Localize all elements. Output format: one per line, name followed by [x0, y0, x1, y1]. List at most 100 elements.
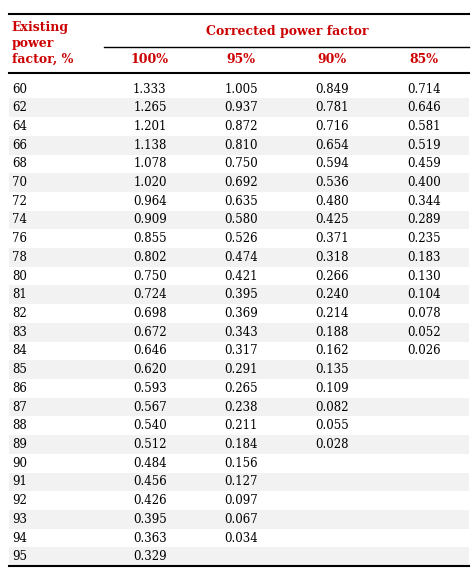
- Text: 0.426: 0.426: [133, 494, 167, 507]
- Text: Existing
power
factor, %: Existing power factor, %: [12, 21, 73, 66]
- Text: 0.371: 0.371: [316, 232, 349, 245]
- Bar: [9, 267, 469, 286]
- Text: 0.127: 0.127: [224, 476, 258, 488]
- Text: 90: 90: [12, 457, 27, 470]
- Bar: [9, 529, 469, 547]
- Text: 80: 80: [12, 270, 27, 283]
- Text: 0.484: 0.484: [133, 457, 167, 470]
- Bar: [9, 136, 469, 155]
- Text: 0.211: 0.211: [225, 419, 258, 432]
- Text: 93: 93: [12, 513, 27, 526]
- Bar: [9, 304, 469, 323]
- Text: 74: 74: [12, 213, 27, 226]
- Text: 0.872: 0.872: [224, 120, 258, 133]
- Text: 1.078: 1.078: [133, 158, 167, 170]
- Text: 0.395: 0.395: [224, 288, 258, 302]
- Text: 0.289: 0.289: [407, 213, 440, 226]
- Text: 0.184: 0.184: [224, 438, 258, 451]
- Bar: [9, 435, 469, 454]
- Text: 0.909: 0.909: [133, 213, 167, 226]
- Text: 83: 83: [12, 326, 27, 339]
- Text: 0.540: 0.540: [133, 419, 167, 432]
- Text: 0.802: 0.802: [133, 251, 167, 264]
- Bar: [9, 547, 469, 566]
- Text: 1.020: 1.020: [133, 176, 167, 189]
- Text: 0.265: 0.265: [224, 382, 258, 395]
- Bar: [9, 473, 469, 491]
- Text: 0.028: 0.028: [316, 438, 349, 451]
- Text: 0.135: 0.135: [316, 363, 349, 376]
- Bar: [9, 98, 469, 117]
- Text: 89: 89: [12, 438, 27, 451]
- Text: 95%: 95%: [227, 53, 255, 66]
- Text: 1.265: 1.265: [133, 101, 167, 114]
- Text: 84: 84: [12, 344, 27, 357]
- Text: 0.646: 0.646: [133, 344, 167, 357]
- Text: 68: 68: [12, 158, 27, 170]
- Text: 0.714: 0.714: [407, 83, 440, 96]
- Bar: [9, 173, 469, 192]
- Text: 0.421: 0.421: [224, 270, 258, 283]
- Text: 0.067: 0.067: [224, 513, 258, 526]
- Bar: [9, 248, 469, 267]
- Text: 0.512: 0.512: [133, 438, 167, 451]
- Bar: [9, 192, 469, 211]
- Text: 0.810: 0.810: [224, 139, 258, 152]
- Text: 0.459: 0.459: [407, 158, 440, 170]
- Text: 0.536: 0.536: [316, 176, 349, 189]
- Text: 0.082: 0.082: [316, 401, 349, 414]
- Text: 0.078: 0.078: [407, 307, 440, 320]
- Text: 0.581: 0.581: [407, 120, 440, 133]
- Text: 0.781: 0.781: [316, 101, 349, 114]
- Text: 0.724: 0.724: [133, 288, 167, 302]
- Text: 76: 76: [12, 232, 27, 245]
- Text: 72: 72: [12, 195, 27, 208]
- Text: 0.519: 0.519: [407, 139, 440, 152]
- Text: 1.138: 1.138: [133, 139, 166, 152]
- Bar: [9, 341, 469, 360]
- Text: 0.317: 0.317: [224, 344, 258, 357]
- Text: 0.698: 0.698: [133, 307, 167, 320]
- Text: 0.097: 0.097: [224, 494, 258, 507]
- Text: 0.235: 0.235: [407, 232, 440, 245]
- Text: 0.635: 0.635: [224, 195, 258, 208]
- Text: 82: 82: [12, 307, 27, 320]
- Text: 0.162: 0.162: [316, 344, 349, 357]
- Text: 100%: 100%: [131, 53, 169, 66]
- Text: 0.329: 0.329: [133, 550, 167, 563]
- Text: 0.238: 0.238: [224, 401, 258, 414]
- Text: 0.594: 0.594: [316, 158, 349, 170]
- Text: 85%: 85%: [409, 53, 438, 66]
- Text: 1.333: 1.333: [133, 83, 167, 96]
- Bar: [9, 360, 469, 379]
- Bar: [9, 379, 469, 398]
- Text: 0.567: 0.567: [133, 401, 167, 414]
- Text: 70: 70: [12, 176, 27, 189]
- Bar: [9, 454, 469, 473]
- Text: 0.750: 0.750: [224, 158, 258, 170]
- Text: 0.620: 0.620: [133, 363, 167, 376]
- Text: 0.055: 0.055: [316, 419, 349, 432]
- Text: 1.005: 1.005: [224, 83, 258, 96]
- Bar: [9, 417, 469, 435]
- Text: 0.343: 0.343: [224, 326, 258, 339]
- Text: 0.456: 0.456: [133, 476, 167, 488]
- Text: 0.363: 0.363: [133, 531, 167, 545]
- Text: 0.400: 0.400: [407, 176, 440, 189]
- Text: 0.580: 0.580: [224, 213, 258, 226]
- Text: 88: 88: [12, 419, 27, 432]
- Bar: [9, 323, 469, 341]
- Text: 0.672: 0.672: [133, 326, 167, 339]
- Text: 0.104: 0.104: [407, 288, 440, 302]
- Text: 0.344: 0.344: [407, 195, 440, 208]
- Text: 95: 95: [12, 550, 27, 563]
- Bar: [9, 80, 469, 98]
- Text: 0.156: 0.156: [224, 457, 258, 470]
- Text: 86: 86: [12, 382, 27, 395]
- Text: Corrected power factor: Corrected power factor: [206, 25, 368, 38]
- Text: 0.240: 0.240: [316, 288, 349, 302]
- Text: 0.716: 0.716: [316, 120, 349, 133]
- Text: 0.034: 0.034: [224, 531, 258, 545]
- Text: 0.526: 0.526: [224, 232, 258, 245]
- Text: 0.130: 0.130: [407, 270, 440, 283]
